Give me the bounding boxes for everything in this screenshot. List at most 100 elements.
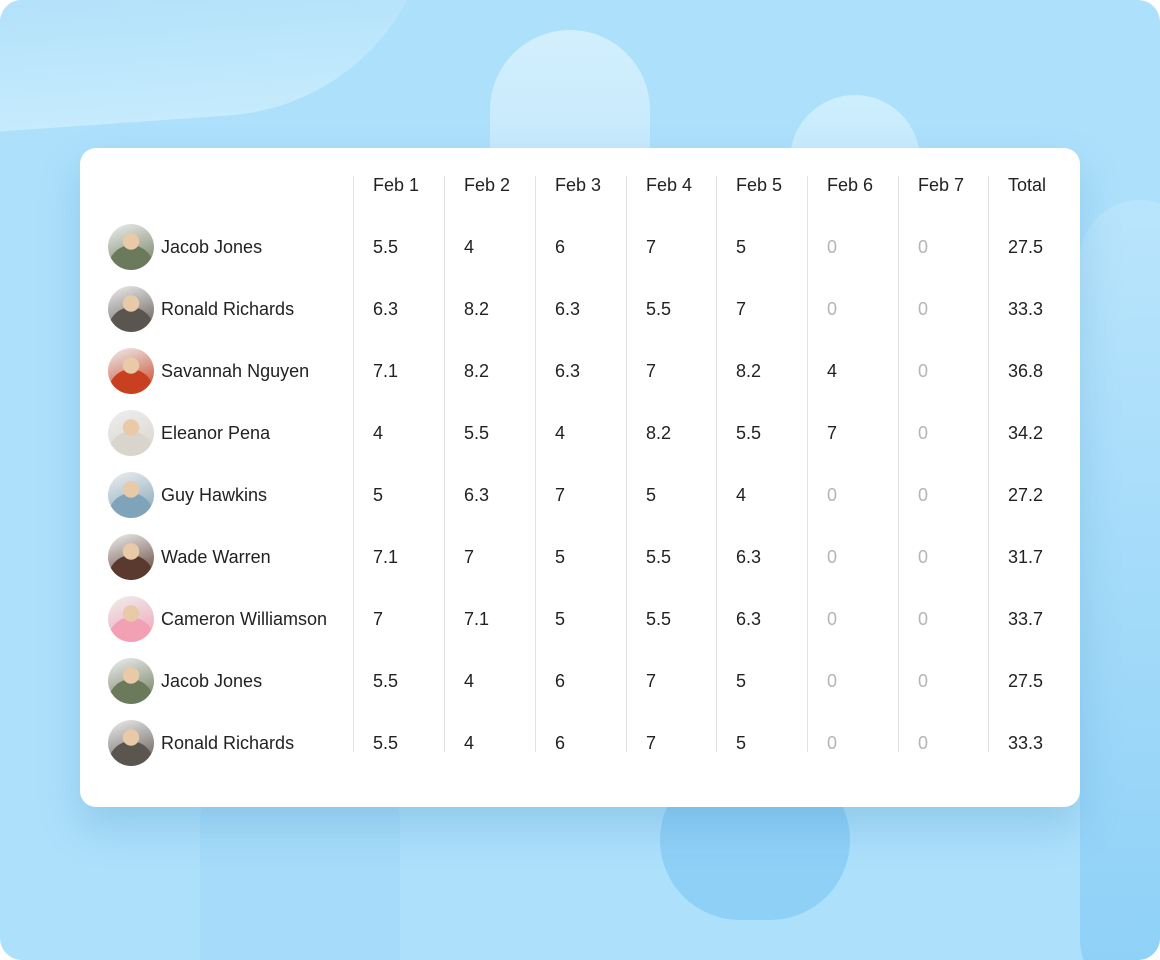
column-header[interactable]: Feb 3 — [555, 175, 602, 195]
hours-cell: 0 — [827, 485, 838, 505]
column-header[interactable]: Total — [1008, 175, 1047, 195]
hours-cell: 0 — [827, 547, 838, 567]
hours-cell: 5 — [736, 671, 747, 691]
column-divider — [444, 176, 445, 752]
hours-cell: 6.3 — [373, 299, 399, 319]
hours-cell: 5 — [555, 547, 566, 567]
hours-cell: 0 — [918, 609, 929, 629]
hours-cell: 0 — [827, 237, 838, 257]
hours-cell: 0 — [827, 299, 838, 319]
avatar — [108, 596, 154, 642]
column-header[interactable]: Feb 2 — [464, 175, 511, 195]
hours-cell: 0 — [918, 237, 929, 257]
hours-cell: 6.3 — [555, 361, 581, 381]
employee-name[interactable]: Ronald Richards — [161, 299, 295, 319]
total-cell: 27.5 — [1008, 671, 1044, 691]
hours-cell: 0 — [918, 361, 929, 381]
background-shape — [200, 780, 400, 960]
column-header[interactable]: Feb 5 — [736, 175, 783, 195]
column-divider — [898, 176, 899, 752]
column-header[interactable]: Feb 1 — [373, 175, 420, 195]
column-divider — [626, 176, 627, 752]
avatar — [108, 472, 154, 518]
hours-cell: 0 — [827, 671, 838, 691]
avatar — [108, 286, 154, 332]
column-header[interactable]: Feb 7 — [918, 175, 965, 195]
hours-cell: 4 — [464, 237, 475, 257]
employee-name[interactable]: Cameron Williamson — [161, 609, 328, 629]
hours-cell: 0 — [918, 299, 929, 319]
column-divider — [716, 176, 717, 752]
hours-cell: 6 — [555, 733, 566, 753]
hours-cell: 0 — [918, 671, 929, 691]
employee-name[interactable]: Guy Hawkins — [161, 485, 268, 505]
employee-name[interactable]: Jacob Jones — [161, 237, 263, 257]
hours-cell: 8.2 — [736, 361, 762, 381]
employee-name[interactable]: Ronald Richards — [161, 733, 295, 753]
employee-name[interactable]: Jacob Jones — [161, 671, 263, 691]
hours-cell: 5 — [555, 609, 566, 629]
hours-cell: 4 — [464, 671, 475, 691]
total-cell: 33.3 — [1008, 733, 1044, 753]
hours-cell: 5.5 — [646, 547, 672, 567]
employee-name[interactable]: Eleanor Pena — [161, 423, 271, 443]
column-divider — [353, 176, 354, 752]
employee-name[interactable]: Savannah Nguyen — [161, 361, 310, 381]
avatar — [108, 720, 154, 766]
hours-cell: 5 — [373, 485, 384, 505]
column-divider — [807, 176, 808, 752]
hours-cell: 7 — [827, 423, 838, 443]
employee-name[interactable]: Wade Warren — [161, 547, 271, 567]
hours-cell: 0 — [827, 609, 838, 629]
hours-cell: 7 — [646, 361, 657, 381]
column-divider — [535, 176, 536, 752]
avatar — [108, 224, 154, 270]
hours-cell: 4 — [736, 485, 747, 505]
hours-cell: 5.5 — [373, 237, 399, 257]
hours-cell: 4 — [464, 733, 475, 753]
hours-cell: 5.5 — [373, 671, 399, 691]
hours-cell: 0 — [918, 423, 929, 443]
hours-cell: 6.3 — [736, 547, 762, 567]
total-cell: 34.2 — [1008, 423, 1044, 443]
hours-cell: 7 — [646, 733, 657, 753]
hours-cell: 0 — [827, 733, 838, 753]
background-shape — [1080, 200, 1160, 960]
hours-cell: 6.3 — [736, 609, 762, 629]
hours-cell: 0 — [918, 733, 929, 753]
avatar — [108, 410, 154, 456]
hours-cell: 7 — [646, 237, 657, 257]
hours-cell: 7 — [373, 609, 384, 629]
hours-cell: 5.5 — [646, 609, 672, 629]
hours-cell: 5.5 — [646, 299, 672, 319]
column-header[interactable]: Feb 4 — [646, 175, 693, 195]
hours-cell: 4 — [827, 361, 838, 381]
hours-cell: 7 — [464, 547, 475, 567]
hours-cell: 8.2 — [646, 423, 672, 443]
hours-cell: 8.2 — [464, 361, 490, 381]
hours-cell: 6 — [555, 237, 566, 257]
hours-cell: 5 — [736, 237, 747, 257]
hours-cell: 4 — [555, 423, 566, 443]
hours-cell: 8.2 — [464, 299, 490, 319]
column-header[interactable]: Feb 6 — [827, 175, 874, 195]
hours-cell: 4 — [373, 423, 384, 443]
hours-cell: 5 — [646, 485, 657, 505]
background-shape — [0, 0, 449, 140]
hours-cell: 7.1 — [373, 547, 399, 567]
hours-cell: 0 — [918, 547, 929, 567]
avatar — [108, 534, 154, 580]
hours-cell: 7 — [736, 299, 747, 319]
hours-cell: 5.5 — [464, 423, 490, 443]
hours-cell: 6 — [555, 671, 566, 691]
hours-cell: 7 — [646, 671, 657, 691]
total-cell: 33.3 — [1008, 299, 1044, 319]
hours-cell: 5 — [736, 733, 747, 753]
avatar — [108, 348, 154, 394]
avatar — [108, 658, 154, 704]
hours-cell: 6.3 — [464, 485, 490, 505]
timesheet-table: Feb 1 Feb 2 Feb 3 Feb 4 Feb 5 Feb 6 Feb 7 Total… — [80, 148, 1080, 807]
hours-cell: 5.5 — [373, 733, 399, 753]
hours-cell: 7.1 — [464, 609, 490, 629]
column-divider — [988, 176, 989, 752]
